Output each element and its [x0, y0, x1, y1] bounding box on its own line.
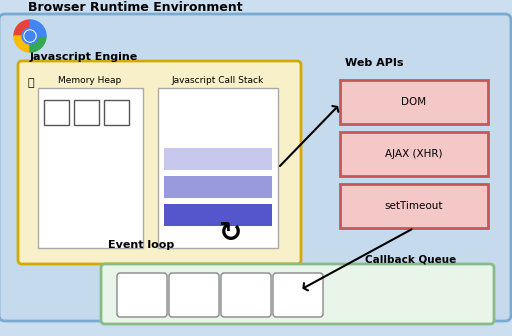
Text: Memory Heap: Memory Heap: [58, 76, 122, 85]
Text: Web APIs: Web APIs: [345, 58, 403, 68]
FancyBboxPatch shape: [221, 273, 271, 317]
Text: Event loop: Event loop: [108, 240, 174, 250]
FancyBboxPatch shape: [164, 148, 272, 170]
FancyBboxPatch shape: [340, 80, 488, 124]
FancyBboxPatch shape: [38, 88, 143, 248]
Text: Browser Runtime Environment: Browser Runtime Environment: [28, 1, 243, 14]
Polygon shape: [30, 20, 46, 36]
Text: setTimeout: setTimeout: [385, 201, 443, 211]
FancyBboxPatch shape: [158, 88, 278, 248]
Circle shape: [25, 31, 35, 41]
FancyBboxPatch shape: [101, 264, 494, 324]
Polygon shape: [30, 36, 46, 52]
FancyBboxPatch shape: [18, 61, 301, 264]
Polygon shape: [14, 20, 30, 36]
Polygon shape: [14, 36, 30, 52]
FancyBboxPatch shape: [164, 204, 272, 226]
FancyBboxPatch shape: [44, 100, 69, 125]
Text: Callback Queue: Callback Queue: [365, 255, 456, 265]
Text: Javascript Call Stack: Javascript Call Stack: [172, 76, 264, 85]
FancyBboxPatch shape: [273, 273, 323, 317]
FancyBboxPatch shape: [169, 273, 219, 317]
Circle shape: [24, 30, 36, 42]
FancyBboxPatch shape: [117, 273, 167, 317]
Text: AJAX (XHR): AJAX (XHR): [385, 149, 443, 159]
FancyBboxPatch shape: [340, 132, 488, 176]
Circle shape: [22, 28, 38, 44]
FancyBboxPatch shape: [74, 100, 99, 125]
FancyBboxPatch shape: [340, 184, 488, 228]
FancyBboxPatch shape: [104, 100, 129, 125]
FancyBboxPatch shape: [164, 176, 272, 198]
Text: 🐦: 🐦: [28, 78, 35, 88]
Text: Javascript Engine: Javascript Engine: [30, 52, 138, 62]
Text: DOM: DOM: [401, 97, 426, 107]
FancyBboxPatch shape: [0, 14, 511, 321]
Text: ↻: ↻: [218, 219, 241, 247]
